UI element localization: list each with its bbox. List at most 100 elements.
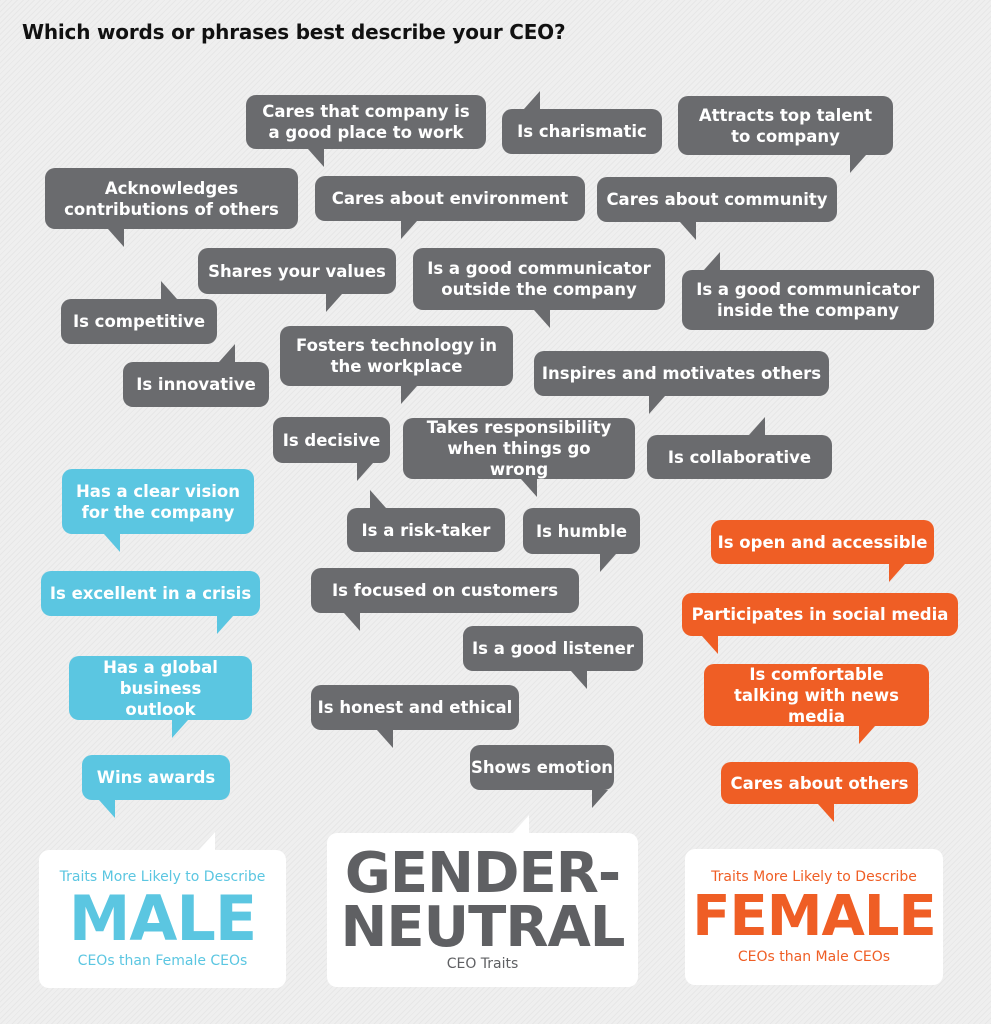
bubble-tail: [571, 671, 587, 689]
bubble-tail: [326, 294, 342, 312]
trait-bubble-is-open-and-accessible: Is open and accessible: [711, 520, 934, 582]
trait-label: Is open and accessible: [717, 532, 928, 552]
bubble-tail: [219, 344, 235, 362]
bubble-tail: [889, 564, 905, 582]
legend-female-big: FEMALE: [692, 884, 937, 949]
trait-bubble-is-comfortable-talking-with-news-media: Is comfortable talking with news media: [704, 664, 929, 744]
bubble-tail: [104, 534, 120, 552]
trait-label: Is innovative: [136, 375, 256, 394]
trait-bubble-wins-awards: Wins awards: [82, 755, 230, 818]
legend-male-top: Traits More Likely to Describe: [59, 869, 266, 885]
trait-label: Fosters technology in the workplace: [296, 336, 497, 376]
page-title: Which words or phrases best describe you…: [22, 20, 566, 44]
trait-label: Is honest and ethical: [317, 698, 513, 717]
trait-label: Is competitive: [72, 312, 206, 331]
trait-label: Is a good communicator outside the compa…: [427, 259, 651, 299]
trait-bubble-is-innovative: Is innovative: [123, 344, 269, 407]
bubble-tail: [749, 417, 765, 435]
bubble-tail: [217, 616, 233, 634]
trait-label: Is comfortable talking with news media: [734, 664, 899, 726]
legend-male-big: MALE: [68, 882, 258, 955]
bubble-tail: [592, 790, 608, 808]
trait-label: Is a good listener: [472, 639, 634, 658]
bubble-tail: [859, 726, 875, 744]
trait-label: Cares about community: [606, 190, 828, 209]
trait-label: Wins awards: [96, 768, 216, 787]
bubble-tail: [704, 252, 720, 270]
trait-bubble-is-a-good-communicator-inside-the-company: Is a good communicator inside the compan…: [682, 252, 934, 330]
trait-bubble-is-focused-on-customers: Is focused on customers: [311, 568, 579, 631]
trait-label: Has a clear vision for the company: [76, 481, 241, 522]
trait-label: Is a risk-taker: [361, 520, 491, 540]
bubble-tail: [172, 720, 188, 738]
trait-bubble-has-a-clear-vision-for-the-company: Has a clear vision for the company: [62, 469, 254, 552]
bubble-tail: [99, 800, 115, 818]
trait-label: Cares about environment: [331, 189, 569, 208]
bubble-tail: [524, 91, 540, 109]
trait-label: Has a global business outlook: [103, 657, 218, 719]
trait-label: Is decisive: [282, 430, 381, 450]
trait-bubble-cares-that-company-is-a-good-place-to-work: Cares that company is a good place to wo…: [246, 95, 486, 167]
trait-label: Shows emotion: [470, 758, 614, 777]
trait-bubble-has-a-global-business-outlook: Has a global business outlook: [69, 656, 252, 738]
trait-bubble-is-humble: Is humble: [523, 508, 640, 572]
bubble-tail: [401, 386, 417, 404]
trait-label: Attracts top talent to company: [698, 105, 873, 146]
legend-neutral: GENDER- NEUTRAL CEO Traits: [327, 815, 638, 987]
trait-bubble-is-competitive: Is competitive: [61, 281, 217, 344]
trait-bubble-attracts-top-talent-to-company: Attracts top talent to company: [678, 96, 893, 173]
trait-label: Is excellent in a crisis: [49, 584, 252, 603]
bubble-tail: [357, 463, 373, 481]
legend-neutral-bottom: CEO Traits: [446, 956, 519, 972]
legend-male-bottom: CEOs than Female CEOs: [77, 953, 248, 969]
bubble-tail: [818, 804, 834, 822]
trait-bubble-is-a-good-listener: Is a good listener: [463, 626, 643, 689]
legend-female-bottom: CEOs than Male CEOs: [737, 949, 891, 965]
trait-label: Is charismatic: [517, 122, 647, 141]
bubble-tail: [344, 613, 360, 631]
trait-label: Cares about others: [730, 773, 909, 793]
trait-bubble-shows-emotion: Shows emotion: [470, 745, 614, 808]
trait-label: Is focused on customers: [331, 581, 559, 600]
trait-bubble-is-excellent-in-a-crisis: Is excellent in a crisis: [41, 571, 260, 634]
bubble-tail: [377, 730, 393, 748]
trait-label: Is humble: [535, 521, 628, 541]
trait-label: Takes responsibility when things go wron…: [426, 418, 612, 479]
bubble-tail: [702, 636, 718, 654]
legend-female: Traits More Likely to Describe FEMALE CE…: [685, 849, 943, 985]
legend-female-top: Traits More Likely to Describe: [711, 869, 917, 885]
legend-neutral-line1: GENDER-: [344, 841, 621, 906]
trait-bubble-shares-your-values: Shares your values: [198, 248, 396, 312]
trait-label: Acknowledges contributions of others: [64, 178, 279, 219]
trait-bubble-is-a-good-communicator-outside-the-company: Is a good communicator outside the compa…: [413, 248, 665, 328]
trait-label: Is a good communicator inside the compan…: [696, 280, 920, 320]
trait-bubble-inspires-and-motivates-others: Inspires and motivates others: [534, 351, 829, 414]
bubble-tail: [308, 149, 324, 167]
legend-male: Traits More Likely to Describe MALE CEOs…: [39, 832, 286, 988]
trait-label: Is collaborative: [667, 447, 812, 467]
trait-bubble-cares-about-environment: Cares about environment: [315, 176, 585, 239]
trait-bubble-is-charismatic: Is charismatic: [502, 91, 662, 154]
trait-bubble-cares-about-community: Cares about community: [597, 177, 837, 240]
trait-bubble-participates-in-social-media: Participates in social media: [682, 593, 958, 654]
bubble-tail: [401, 221, 417, 239]
trait-bubble-is-collaborative: Is collaborative: [647, 417, 832, 479]
trait-bubble-cares-about-others: Cares about others: [721, 762, 918, 822]
trait-label: Cares that company is a good place to wo…: [262, 102, 470, 142]
bubble-tail: [850, 155, 866, 173]
trait-bubble-fosters-technology-in-the-workplace: Fosters technology in the workplace: [280, 326, 513, 404]
bubble-tail: [600, 554, 616, 572]
trait-bubble-is-decisive: Is decisive: [273, 417, 390, 481]
bubble-tail: [680, 222, 696, 240]
bubble-tail: [108, 229, 124, 247]
bubble-tail: [649, 396, 665, 414]
bubble-tail: [161, 281, 177, 299]
trait-bubble-is-honest-and-ethical: Is honest and ethical: [311, 685, 519, 748]
trait-bubble-takes-responsibility-when-things-go-wrong: Takes responsibility when things go wron…: [403, 418, 635, 497]
bubble-tail: [370, 490, 386, 508]
trait-label: Inspires and motivates others: [541, 364, 822, 383]
trait-bubble-acknowledges-contributions-of-others: Acknowledges contributions of others: [45, 168, 298, 247]
trait-bubble-is-a-risk-taker: Is a risk-taker: [347, 490, 505, 552]
trait-label: Shares your values: [208, 261, 386, 281]
bubble-tail: [534, 310, 550, 328]
